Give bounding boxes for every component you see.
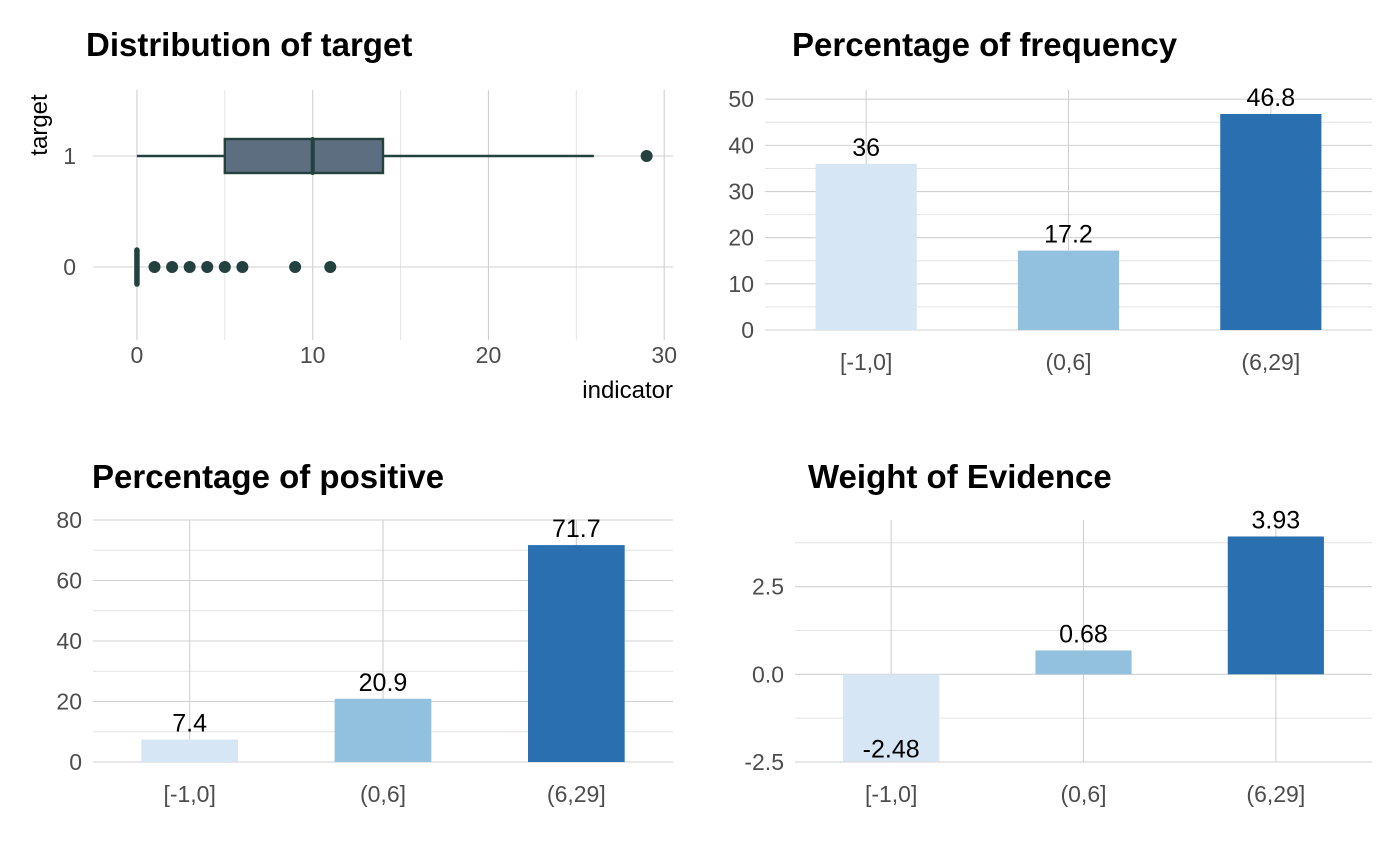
- bar-x-tick-label: (0,6]: [1045, 349, 1091, 375]
- bar-y-tick-label: -2.5: [744, 749, 784, 775]
- frequency-ticks: 0 10 20 30 40 50 [-1,0] (0,6] (6,29]: [728, 86, 1300, 375]
- distribution-y-axis-title: target: [26, 94, 53, 156]
- bar-x-tick-label: [-1,0]: [163, 781, 215, 807]
- positive-panel: Percentage of positive 7.4 20.9 71.7 0 20 40…: [56, 458, 673, 807]
- bar: [1228, 536, 1324, 674]
- bar-y-tick-label: 50: [728, 86, 754, 112]
- bar-y-tick-label: 10: [728, 271, 754, 297]
- bar: [1018, 251, 1119, 330]
- bar: [141, 740, 238, 762]
- bar-x-tick-label: (0,6]: [1060, 781, 1106, 807]
- distribution-y-tick-label: 0: [63, 254, 76, 280]
- bar-y-tick-label: 40: [56, 628, 82, 654]
- distribution-title: Distribution of target: [86, 26, 412, 63]
- bar: [816, 164, 917, 330]
- bar-y-tick-label: 80: [56, 507, 82, 533]
- box-iqr: [225, 139, 383, 173]
- distribution-x-tick-label: 0: [131, 342, 144, 368]
- distribution-grid: [93, 90, 673, 340]
- box-outlier-point: [149, 261, 161, 273]
- bar: [335, 699, 432, 762]
- bar-data-label: 71.7: [552, 515, 601, 543]
- bar-y-tick-label: 20: [728, 225, 754, 251]
- bar-x-tick-label: (6,29]: [547, 781, 606, 807]
- box-outlier-point: [219, 261, 231, 273]
- woe-panel: Weight of Evidence -2.48 0.68 3.93 -2.5 0.0…: [744, 458, 1372, 807]
- woe-title: Weight of Evidence: [808, 458, 1112, 495]
- distribution-x-tick-label: 10: [300, 342, 326, 368]
- bar-x-tick-label: (0,6]: [360, 781, 406, 807]
- bar-x-tick-label: (6,29]: [1246, 781, 1305, 807]
- bar-y-tick-label: 2.5: [752, 574, 784, 600]
- box-outlier-point: [641, 150, 653, 162]
- distribution-marks: [137, 139, 653, 284]
- box-outlier-point: [289, 261, 301, 273]
- bar: [1035, 650, 1131, 674]
- bar-data-label: 36: [852, 134, 880, 162]
- bar-y-tick-label: 0: [69, 749, 82, 775]
- distribution-y-tick-label: 1: [63, 143, 76, 169]
- frequency-panel: Percentage of frequency 36 17.2 46.8 0 10 20…: [728, 26, 1372, 375]
- distribution-x-tick-label: 20: [476, 342, 502, 368]
- bar-y-tick-label: 30: [728, 179, 754, 205]
- bar-data-label: 20.9: [359, 669, 408, 697]
- bar: [528, 545, 625, 762]
- bar-y-tick-label: 0: [741, 317, 754, 343]
- positive-title: Percentage of positive: [92, 458, 444, 495]
- bar-x-tick-label: (6,29]: [1241, 349, 1300, 375]
- bar-data-label: 46.8: [1246, 84, 1295, 112]
- bar-data-label: 7.4: [172, 710, 207, 738]
- bar: [1220, 114, 1321, 330]
- box-outlier-point: [166, 261, 178, 273]
- bar-x-tick-label: [-1,0]: [840, 349, 892, 375]
- box-outlier-point: [184, 261, 196, 273]
- box-outlier-point: [236, 261, 248, 273]
- frequency-title: Percentage of frequency: [792, 26, 1178, 63]
- bar-y-tick-label: 60: [56, 568, 82, 594]
- bar-x-tick-label: [-1,0]: [865, 781, 917, 807]
- bar-data-label: 0.68: [1059, 620, 1108, 648]
- distribution-panel: Distribution of target 0 10 20 30 0 1 indicat…: [26, 26, 677, 404]
- box-outlier-point: [201, 261, 213, 273]
- distribution-x-tick-label: 30: [651, 342, 677, 368]
- distribution-x-axis-title: indicator: [582, 377, 673, 404]
- bar-data-label: -2.48: [863, 735, 920, 763]
- box-outlier-point: [324, 261, 336, 273]
- woe-ticks: -2.5 0.0 2.5 [-1,0] (0,6] (6,29]: [744, 574, 1305, 807]
- bar-data-label: 3.93: [1251, 506, 1300, 534]
- bar-data-label: 17.2: [1044, 221, 1093, 249]
- bar-y-tick-label: 40: [728, 132, 754, 158]
- bar-y-tick-label: 0.0: [752, 661, 784, 687]
- bar-y-tick-label: 20: [56, 689, 82, 715]
- distribution-ticks: 0 10 20 30 0 1: [63, 143, 677, 368]
